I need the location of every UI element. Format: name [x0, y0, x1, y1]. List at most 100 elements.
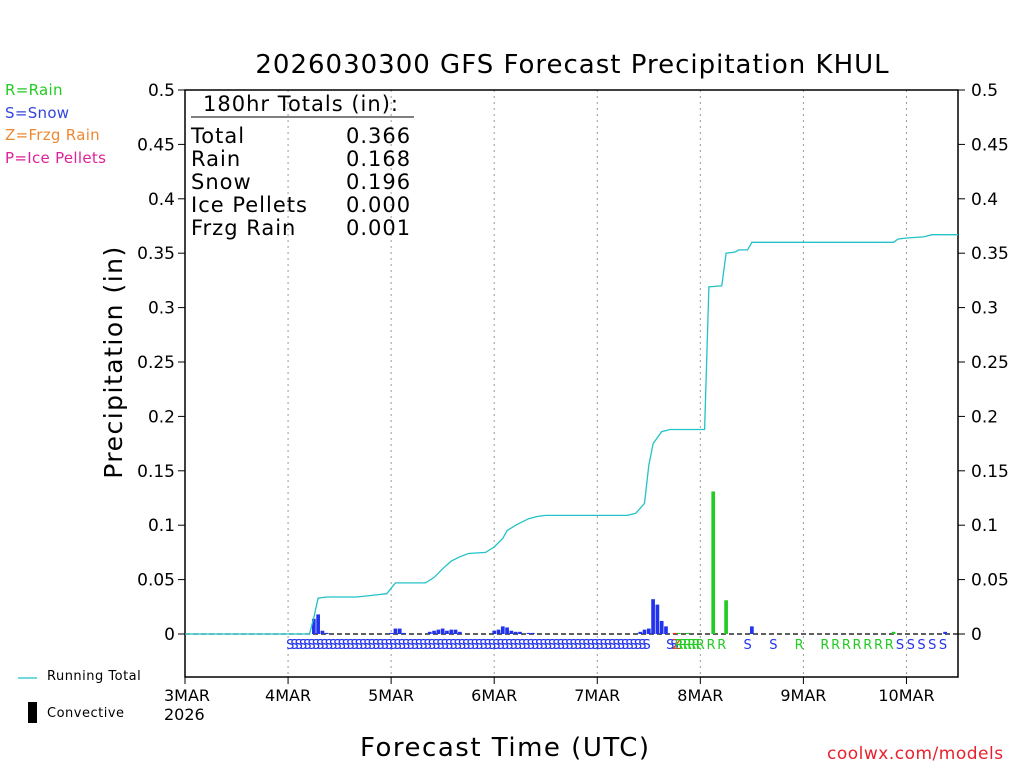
precip-type-letter: S — [621, 638, 629, 653]
precip-bar — [664, 626, 668, 634]
x-axis-label: Forecast Time (UTC) — [360, 733, 651, 763]
precip-type-letter: S — [436, 638, 444, 653]
precip-type-letter: S — [471, 638, 479, 653]
y-tick-label-left: 0.45 — [137, 135, 175, 155]
totals-value-ice-pellets: 0.000 — [346, 193, 412, 217]
precip-bar — [453, 629, 458, 634]
precip-type-letter: S — [670, 638, 678, 653]
precip-bar — [492, 630, 497, 634]
precip-type-letter: S — [411, 638, 419, 653]
x-tick-label: 6MAR — [471, 686, 517, 705]
precip-bar — [393, 628, 398, 634]
precip-type-letter: S — [350, 638, 358, 653]
precip-type-letter: S — [389, 638, 397, 653]
precip-bar — [496, 629, 501, 634]
chart-bars — [311, 491, 947, 634]
precip-type-letter: S — [295, 638, 303, 653]
precip-type-letter: S — [666, 638, 674, 653]
totals-label-snow: Snow — [191, 170, 252, 194]
precip-type-letter: S — [363, 638, 371, 653]
precip-type-letter: S — [928, 638, 936, 653]
precip-type-letter: S — [415, 638, 423, 653]
precip-type-letter: R — [674, 638, 683, 653]
precip-bar — [311, 618, 316, 634]
precip-type-letter: S — [509, 638, 517, 653]
precip-type-letter: S — [531, 638, 539, 653]
y-axis-label: Precipitation (in) — [99, 245, 128, 479]
y-tick-label-right: 0.1 — [971, 516, 998, 536]
precip-bar — [943, 631, 947, 634]
y-tick-label-right: 0.3 — [971, 299, 998, 319]
precip-bar — [513, 631, 518, 634]
precip-type-letter: S — [316, 638, 324, 653]
precip-bar — [316, 614, 320, 634]
precip-type-letter: S — [535, 638, 543, 653]
precip-type-letter: S — [552, 638, 560, 653]
precip-type-letter: S — [617, 638, 625, 653]
convective-legend-swatch — [28, 702, 37, 723]
precip-type-letter: S — [441, 638, 449, 653]
precip-type-letter: S — [342, 638, 350, 653]
precip-bar — [646, 628, 651, 634]
precip-type-letter: S — [743, 638, 751, 653]
precip-type-letter: S — [557, 638, 565, 653]
totals-label-rain: Rain — [191, 147, 242, 171]
precip-type-letter: S — [643, 638, 651, 653]
key-freezing-rain: Z=Frzg Rain — [5, 126, 100, 144]
precip-bar — [711, 491, 716, 634]
precip-bar — [509, 630, 514, 634]
precip-type-letter: S — [428, 638, 436, 653]
precip-type-letter: R — [842, 638, 851, 653]
precip-type-letter: S — [548, 638, 556, 653]
precip-type-letter: S — [376, 638, 384, 653]
totals-value-rain: 0.168 — [346, 147, 412, 171]
precip-type-letter: S — [769, 638, 777, 653]
precip-bar — [397, 628, 402, 634]
precip-type-letter: S — [449, 638, 457, 653]
precip-type-letter: S — [372, 638, 380, 653]
totals-heading: 180hr Totals (in): — [203, 92, 399, 116]
chart-grid — [185, 90, 958, 677]
precip-type-letter: S — [359, 638, 367, 653]
precip-type-letter: S — [638, 638, 646, 653]
precip-bar — [389, 632, 393, 634]
precip-type-letter: S — [393, 638, 401, 653]
precip-bar — [659, 620, 664, 634]
key-rain: R=Rain — [5, 81, 63, 99]
precip-bar — [436, 629, 441, 634]
precip-type-letter: S — [462, 638, 470, 653]
precip-type-letter: S — [608, 638, 616, 653]
x-tick-label: 10MAR — [878, 686, 934, 705]
precip-type-letter: S — [565, 638, 573, 653]
precip-type-letter: S — [385, 638, 393, 653]
precip-type-letter: S — [522, 638, 530, 653]
precip-type-letter: S — [368, 638, 376, 653]
precip-type-letter: R — [692, 638, 701, 653]
precip-type-letter: S — [518, 638, 526, 653]
precip-type-letter: S — [604, 638, 612, 653]
precip-type-letter: S — [539, 638, 547, 653]
y-tick-label-left: 0.4 — [148, 190, 175, 210]
precip-type-letter: S — [612, 638, 620, 653]
precip-type-letter: R — [874, 638, 883, 653]
precip-type-letter: R — [795, 638, 804, 653]
precip-type-letter: S — [454, 638, 462, 653]
precip-type-letter: R — [885, 638, 894, 653]
precip-type-letter: S — [419, 638, 427, 653]
y-tick-label-left: 0.05 — [137, 571, 175, 591]
precip-bar — [457, 631, 462, 634]
y-tick-label-left: 0.1 — [148, 516, 175, 536]
precip-type-letter: R — [687, 638, 696, 653]
precip-type-letter: S — [333, 638, 341, 653]
y-tick-label-right: 0.05 — [971, 571, 1009, 591]
source-credit[interactable]: coolwx.com/models — [827, 744, 1004, 764]
precip-type-letter: S — [402, 638, 410, 653]
precip-bar — [432, 630, 436, 634]
precip-type-letter: Z — [672, 638, 681, 653]
precip-type-letters: SSSSSSSSSSSSSSSSSSSSSSSSSSSSSSSSSSSSSSSS… — [286, 638, 947, 653]
precip-type-letter: S — [595, 638, 603, 653]
precip-bar — [685, 632, 690, 634]
chart-axes: 0 0 0.05 0.05 0.1 0.1 0.15 0.15 0.2 0.2 0.25 0.25 0.… — [137, 81, 1009, 724]
precip-type-letter: S — [497, 638, 505, 653]
precip-type-letter: R — [679, 638, 688, 653]
